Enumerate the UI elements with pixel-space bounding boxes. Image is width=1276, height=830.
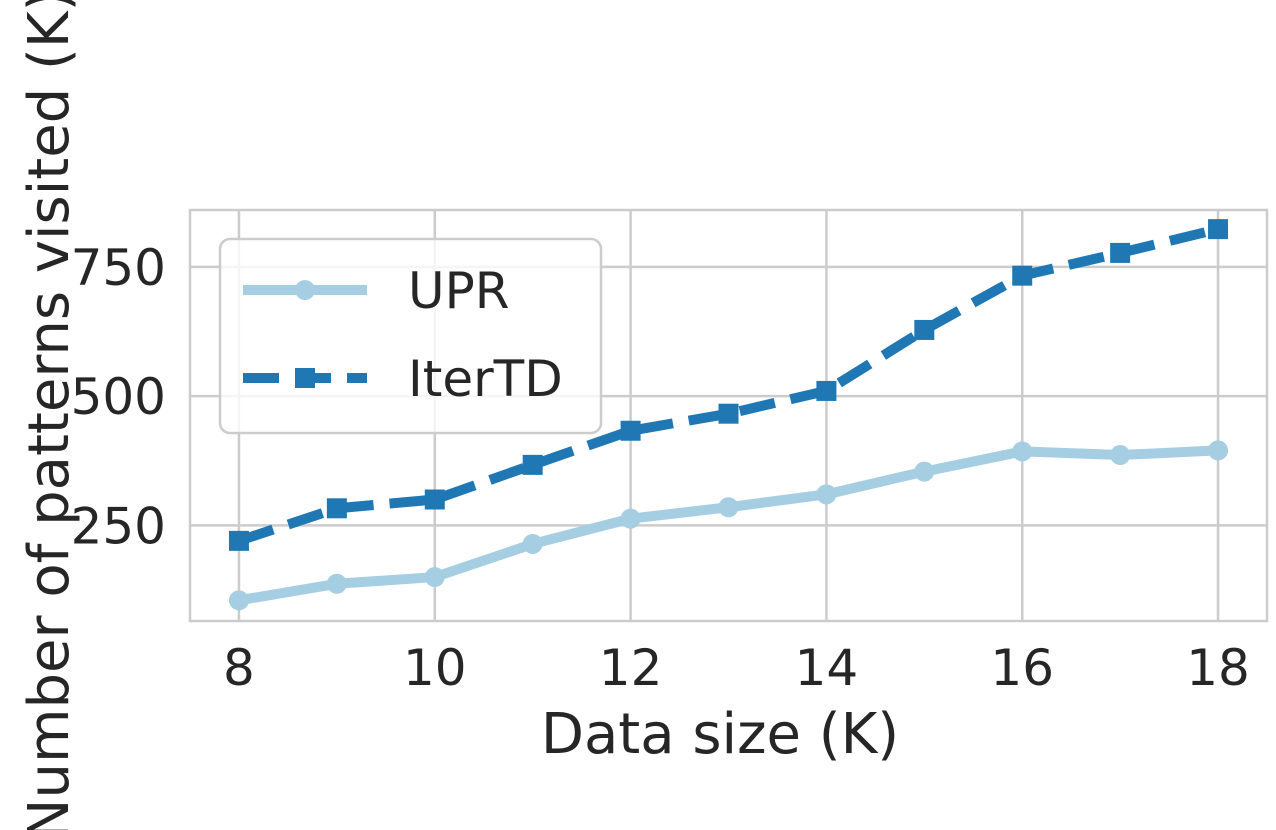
series-line-itertd bbox=[237, 224, 1220, 546]
data-point bbox=[1208, 440, 1229, 461]
x-tick-label: 10 bbox=[403, 639, 467, 697]
legend-marker bbox=[295, 280, 315, 300]
data-point bbox=[522, 454, 543, 475]
data-point bbox=[718, 403, 739, 424]
tick-labels: 8 10 12 14 16 18 250 500 750 bbox=[71, 239, 1250, 697]
data-point bbox=[326, 498, 347, 519]
data-point bbox=[620, 508, 641, 529]
legend-label: IterTD bbox=[408, 350, 563, 408]
data-point bbox=[620, 420, 641, 441]
data-point bbox=[1012, 265, 1033, 286]
data-point bbox=[1012, 441, 1033, 462]
x-axis-label: Data size (K) bbox=[541, 702, 899, 767]
series-layer bbox=[228, 219, 1229, 611]
data-point bbox=[1110, 242, 1131, 263]
x-tick-label: 16 bbox=[990, 639, 1054, 697]
data-point bbox=[914, 319, 935, 340]
y-axis-label: Number of patterns visited (K) bbox=[17, 0, 82, 830]
x-tick-label: 18 bbox=[1186, 639, 1250, 697]
legend-label: UPR bbox=[408, 262, 510, 320]
data-point bbox=[816, 380, 837, 401]
data-point bbox=[424, 489, 445, 510]
x-tick-label: 8 bbox=[223, 639, 255, 697]
data-point bbox=[424, 567, 445, 588]
data-point bbox=[522, 533, 543, 554]
data-point bbox=[1208, 219, 1229, 240]
y-tick-label: 250 bbox=[71, 497, 166, 555]
plot-area-frame bbox=[188, 208, 1269, 623]
y-tick-label: 500 bbox=[71, 368, 166, 426]
data-point bbox=[228, 590, 249, 611]
x-tick-label: 14 bbox=[795, 639, 859, 697]
data-point bbox=[228, 530, 249, 551]
legend: UPR IterTD bbox=[218, 237, 603, 435]
data-point bbox=[914, 461, 935, 482]
legend-marker bbox=[295, 368, 315, 388]
data-point bbox=[326, 573, 347, 594]
data-point bbox=[718, 497, 739, 518]
x-tick-label: 12 bbox=[599, 639, 663, 697]
data-point bbox=[816, 484, 837, 505]
y-tick-label: 750 bbox=[71, 239, 166, 297]
data-point bbox=[1110, 445, 1131, 466]
